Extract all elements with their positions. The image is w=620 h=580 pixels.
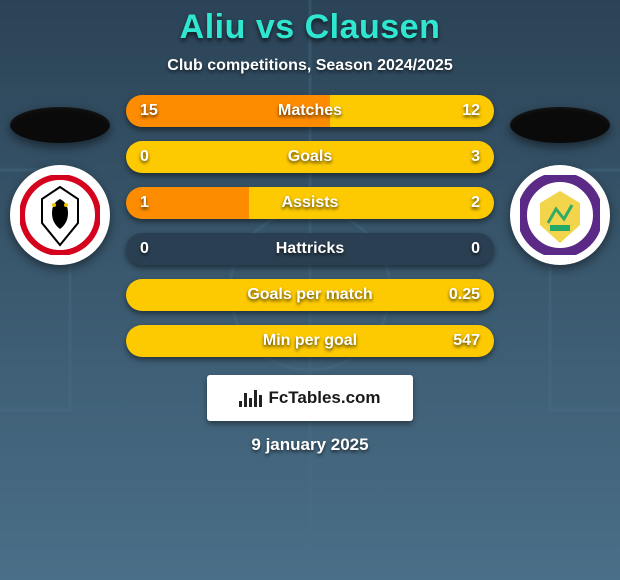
stat-left-value: 0: [140, 148, 174, 166]
left-player-name-plate: [10, 107, 110, 143]
fc-aarau-crest-icon: [20, 175, 100, 255]
stat-label: Min per goal: [263, 332, 357, 350]
columns: 15 Matches 12 0 Goals 3 1 Assists 2 0 Hattricks 0 Go…: [0, 95, 620, 357]
stat-left-value: 15: [140, 102, 174, 120]
stat-row: 1 Assists 2: [126, 187, 494, 219]
subtitle: Club competitions, Season 2024/2025: [0, 57, 620, 75]
erzgebirge-aue-crest-icon: [520, 175, 600, 255]
stat-row: 15 Matches 12: [126, 95, 494, 127]
title-right: Clausen: [305, 8, 441, 46]
stat-label: Assists: [282, 194, 339, 212]
stat-left-value: 0: [140, 240, 174, 258]
stat-right-value: 547: [446, 332, 480, 350]
stat-right-value: 0: [446, 240, 480, 258]
title-left: Aliu: [180, 8, 246, 46]
left-club-crest: [10, 165, 110, 265]
stat-right-value: 2: [446, 194, 480, 212]
stat-row: Min per goal 547: [126, 325, 494, 357]
stat-label: Hattricks: [276, 240, 344, 258]
fctables-badge[interactable]: FcTables.com: [207, 375, 413, 421]
stat-row: 0 Hattricks 0: [126, 233, 494, 265]
stat-label: Goals: [288, 148, 332, 166]
stat-row: Goals per match 0.25: [126, 279, 494, 311]
stat-rows: 15 Matches 12 0 Goals 3 1 Assists 2 0 Hattricks 0 Go…: [120, 95, 500, 357]
page-title: Aliu vs Clausen: [0, 8, 620, 47]
stat-right-value: 12: [446, 102, 480, 120]
stat-label: Matches: [278, 102, 342, 120]
right-player-name-plate: [510, 107, 610, 143]
comparison-card: Aliu vs Clausen Club competitions, Seaso…: [0, 0, 620, 580]
stat-right-value: 0.25: [446, 286, 480, 304]
right-club-crest: [510, 165, 610, 265]
stat-row: 0 Goals 3: [126, 141, 494, 173]
stat-right-value: 3: [446, 148, 480, 166]
stat-label: Goals per match: [247, 286, 372, 304]
left-player-column: [0, 95, 120, 265]
date-label: 9 january 2025: [0, 435, 620, 455]
fctables-label: FcTables.com: [268, 388, 380, 408]
right-player-column: [500, 95, 620, 265]
bar-chart-icon: [239, 389, 262, 407]
stat-left-value: 1: [140, 194, 174, 212]
title-vs: vs: [256, 8, 295, 46]
